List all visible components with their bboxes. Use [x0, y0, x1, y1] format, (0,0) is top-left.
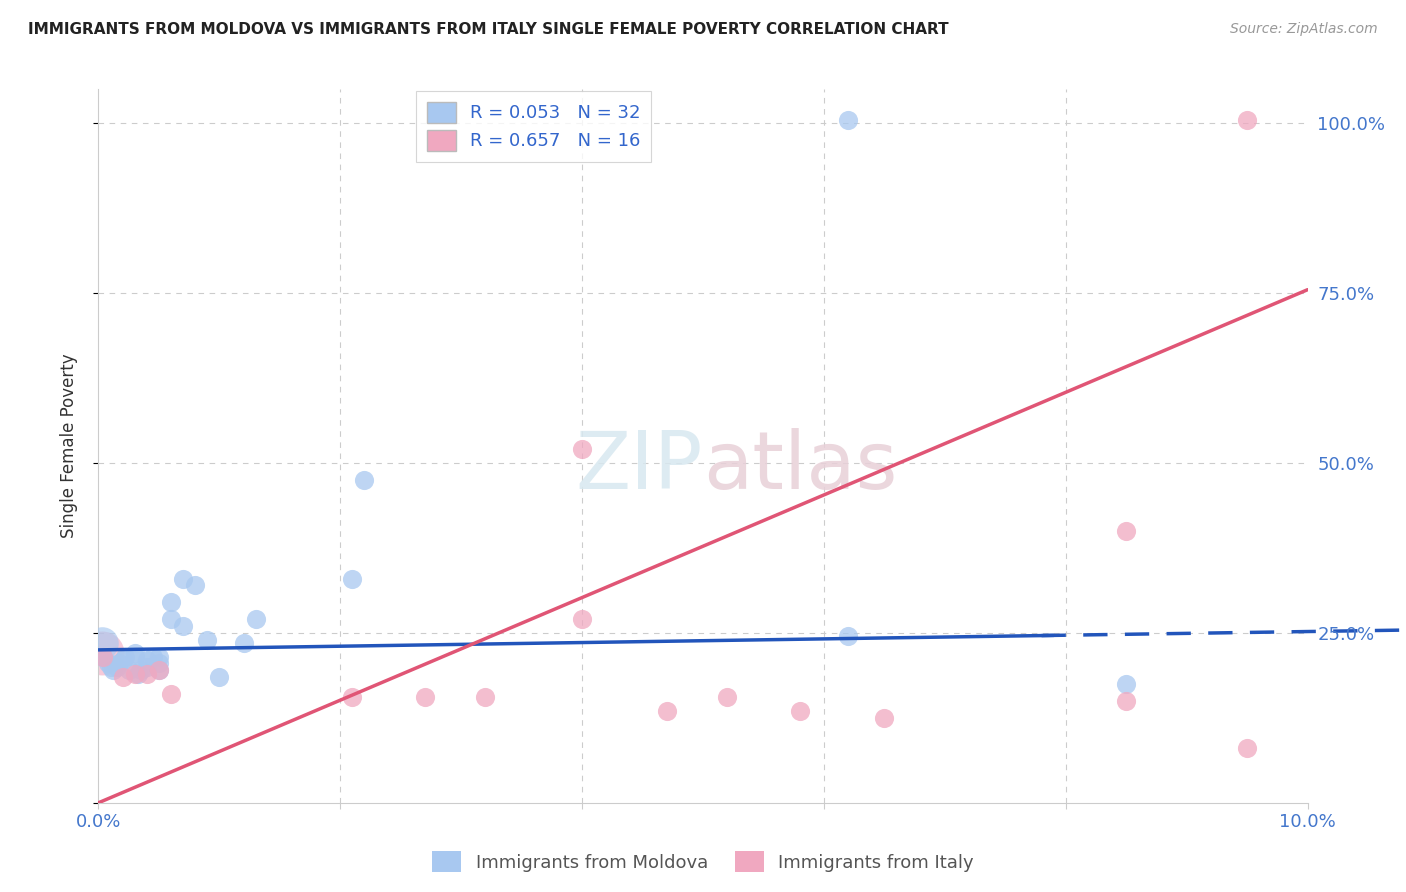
Point: [118, 663, 141, 677]
Point: [353, 473, 375, 487]
Point: [1236, 741, 1258, 756]
Point: [571, 612, 593, 626]
Point: [148, 663, 170, 677]
Point: [142, 649, 165, 664]
Point: [413, 690, 436, 705]
Point: [342, 690, 364, 705]
Point: [1115, 677, 1137, 691]
Point: [101, 663, 124, 677]
Point: [108, 657, 131, 671]
Point: [1236, 112, 1258, 127]
Point: [160, 612, 183, 626]
Point: [716, 690, 738, 705]
Point: [873, 711, 896, 725]
Point: [148, 663, 170, 677]
Point: [148, 657, 170, 671]
Point: [232, 636, 254, 650]
Point: [111, 670, 134, 684]
Point: [91, 646, 114, 660]
Point: [114, 649, 136, 664]
Point: [111, 653, 134, 667]
Point: [837, 629, 859, 643]
Point: [160, 595, 183, 609]
Point: [124, 666, 146, 681]
Point: [97, 657, 120, 671]
Point: [245, 612, 267, 626]
Point: [124, 646, 146, 660]
Point: [195, 632, 218, 647]
Text: Source: ZipAtlas.com: Source: ZipAtlas.com: [1230, 22, 1378, 37]
Y-axis label: Single Female Poverty: Single Female Poverty: [59, 354, 77, 538]
Point: [100, 660, 122, 674]
Text: atlas: atlas: [703, 428, 897, 507]
Point: [172, 619, 194, 633]
Point: [127, 666, 149, 681]
Text: IMMIGRANTS FROM MOLDOVA VS IMMIGRANTS FROM ITALY SINGLE FEMALE POVERTY CORRELATI: IMMIGRANTS FROM MOLDOVA VS IMMIGRANTS FR…: [28, 22, 949, 37]
Point: [91, 649, 114, 664]
Point: [160, 687, 183, 701]
Legend: Immigrants from Moldova, Immigrants from Italy: Immigrants from Moldova, Immigrants from…: [425, 844, 981, 880]
Point: [571, 442, 593, 457]
Text: ZIP: ZIP: [575, 428, 703, 507]
Point: [208, 670, 231, 684]
Point: [1115, 524, 1137, 538]
Point: [148, 649, 170, 664]
Point: [135, 660, 157, 674]
Point: [135, 666, 157, 681]
Point: [789, 704, 811, 718]
Point: [474, 690, 496, 705]
Point: [172, 572, 194, 586]
Point: [655, 704, 678, 718]
Point: [1115, 694, 1137, 708]
Point: [184, 578, 207, 592]
Point: [135, 653, 157, 667]
Point: [105, 660, 128, 674]
Point: [342, 572, 364, 586]
Point: [91, 636, 114, 650]
Point: [124, 649, 146, 664]
Point: [91, 649, 114, 664]
Point: [837, 112, 859, 127]
Point: [129, 663, 152, 677]
